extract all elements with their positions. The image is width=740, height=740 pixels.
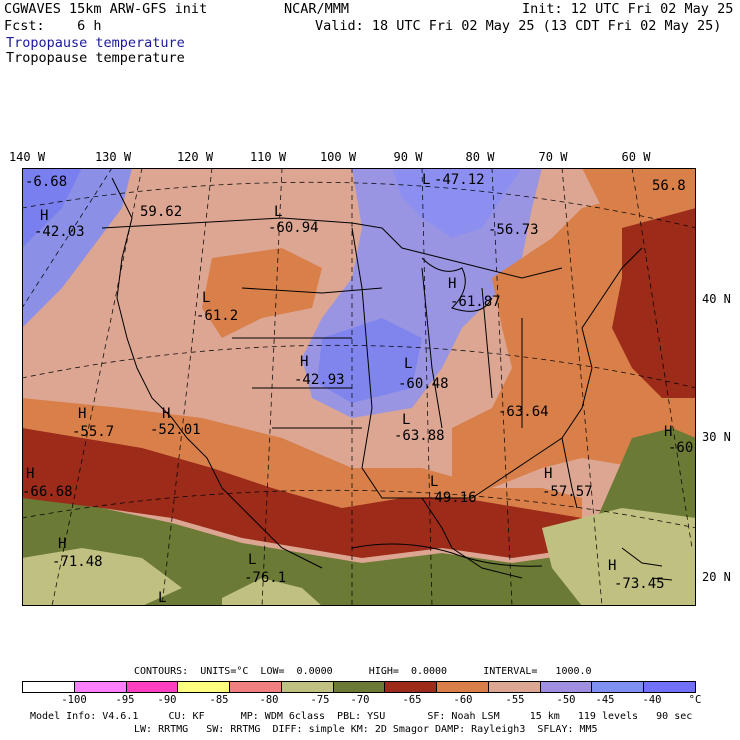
- legend-tick: -65: [402, 694, 422, 706]
- map-label-value: -55.7: [72, 424, 114, 440]
- map-label-value: -63.64: [498, 404, 549, 420]
- map-label-type: H: [544, 466, 552, 482]
- map-label-type: H: [26, 466, 34, 482]
- map-label-value: -66.68: [22, 484, 73, 500]
- lat-label: 30 N: [702, 430, 731, 444]
- lat-label: 40 N: [702, 292, 731, 306]
- map-label-value: -56.73: [488, 222, 539, 238]
- legend-swatch: [230, 682, 282, 692]
- map-label-type: H: [40, 208, 48, 224]
- map-label-value: -42.03: [34, 224, 85, 240]
- legend-tick: -60: [453, 694, 473, 706]
- map-label-type: H: [300, 354, 308, 370]
- legend-swatch: [437, 682, 489, 692]
- legend-tick: -100: [61, 694, 87, 706]
- map-label-value: -49.16: [426, 490, 477, 506]
- lon-label: 80 W: [465, 150, 495, 164]
- lon-label: 100 W: [319, 150, 357, 164]
- map-label-value: 59.62: [140, 204, 182, 220]
- lon-label: 110 W: [249, 150, 287, 164]
- legend-tick: -50: [556, 694, 576, 706]
- map-label-type: L: [422, 172, 430, 188]
- map-label-value: -52.01: [150, 422, 201, 438]
- physics-info: LW: RRTMG SW: RRTMG DIFF: simple KM: 2D …: [134, 724, 598, 735]
- lon-label: 90 W: [393, 150, 423, 164]
- map-label-value: -61.87: [450, 294, 501, 310]
- legend-tick: -45: [595, 694, 615, 706]
- map-label-value: -61.2: [196, 308, 238, 324]
- map-label-value: -71.48: [52, 554, 103, 570]
- map-label-value: 56.8: [652, 178, 686, 194]
- map-label-value: -57.57: [542, 484, 593, 500]
- map-label-value: -60.48: [398, 376, 449, 392]
- color-legend: [22, 681, 696, 693]
- model-title: CGWAVES 15km ARW-GFS init: [4, 1, 208, 17]
- lon-label: 70 W: [538, 150, 568, 164]
- legend-swatch: [74, 682, 127, 692]
- map-label-type: H: [58, 536, 66, 552]
- map-label-value: -42.93: [294, 372, 345, 388]
- model-info: Model Info: V4.6.1 CU: KF MP: WDM 6class…: [30, 711, 693, 722]
- map-label-type: H: [162, 406, 170, 422]
- legend-tick: -70: [350, 694, 370, 706]
- legend-tick: -95: [115, 694, 135, 706]
- org-label: NCAR/MMM: [284, 1, 350, 17]
- map-label-value: -60: [668, 440, 693, 456]
- legend-swatch: [644, 682, 695, 692]
- map-label-type: H: [448, 276, 456, 292]
- legend-tick: -90: [157, 694, 177, 706]
- field-title: Tropopause temperature: [6, 50, 185, 66]
- map-label-type: L: [402, 412, 410, 428]
- legend-tick: -40: [642, 694, 662, 706]
- forecast-hour: Fcst: 6 h: [4, 18, 102, 34]
- map-label-value: -63.88: [394, 428, 445, 444]
- map-label-type: L: [202, 290, 210, 306]
- field-title-blue: Tropopause temperature: [6, 35, 185, 51]
- lon-label: 60 W: [621, 150, 651, 164]
- legend-swatch: [333, 682, 386, 692]
- legend-tick: -55: [505, 694, 525, 706]
- legend-tick: -85: [209, 694, 229, 706]
- map-label-type: L: [404, 356, 412, 372]
- legend-swatch: [281, 682, 334, 692]
- contours-info: CONTOURS: UNITS=°C LOW= 0.0000 HIGH= 0.0…: [134, 666, 592, 677]
- map-label-type: L: [248, 552, 256, 568]
- lon-label: 130 W: [94, 150, 132, 164]
- map-label-type: H: [78, 406, 86, 422]
- legend-swatch: [592, 682, 645, 692]
- valid-time: Valid: 18 UTC Fri 02 May 25 (13 CDT Fri …: [315, 18, 722, 34]
- legend-unit: °C: [688, 694, 702, 706]
- legend-swatch: [540, 682, 593, 692]
- legend-swatch: [126, 682, 179, 692]
- map-label-type: H: [608, 558, 616, 574]
- map-label-value: -60.94: [268, 220, 319, 236]
- lat-label: 20 N: [702, 570, 731, 584]
- legend-swatch: [23, 682, 75, 692]
- lon-label: 120 W: [176, 150, 214, 164]
- map-label-type: L: [430, 474, 438, 490]
- map-label-type: L: [274, 204, 282, 220]
- map-label-type: H: [664, 424, 672, 440]
- legend-tick: -75: [310, 694, 330, 706]
- tropopause-temperature-map: -6.68 H -42.03 59.62 L -60.94 L -47.12 -…: [22, 168, 696, 606]
- map-label-type: L: [158, 590, 166, 606]
- map-label-value: -47.12: [434, 172, 485, 188]
- legend-swatch: [488, 682, 541, 692]
- legend-swatch: [385, 682, 438, 692]
- init-time: Init: 12 UTC Fri 02 May 25: [522, 1, 734, 17]
- legend-swatch: [178, 682, 231, 692]
- legend-tick: -80: [259, 694, 279, 706]
- map-label-value: -76.1: [244, 570, 286, 586]
- map-label-value: -73.45: [614, 576, 665, 592]
- lon-label: 140 W: [8, 150, 46, 164]
- map-label-value: -6.68: [25, 174, 67, 190]
